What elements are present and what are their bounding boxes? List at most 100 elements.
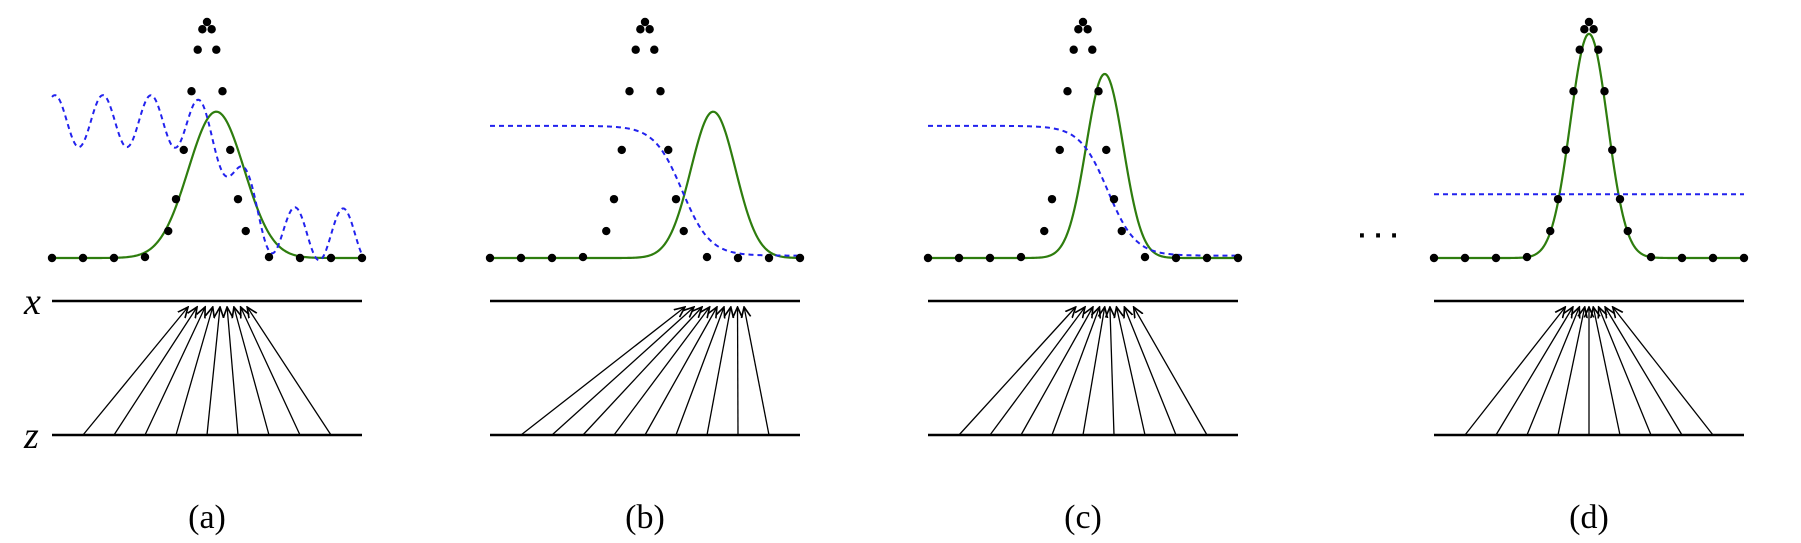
mapping-arrow <box>1134 307 1208 436</box>
data-point <box>656 87 665 96</box>
data-point <box>1078 17 1088 27</box>
data-point <box>625 87 634 96</box>
data-point <box>1569 87 1578 96</box>
data-point <box>241 226 250 236</box>
mapping-arrow <box>113 307 197 436</box>
data-point <box>1202 253 1212 263</box>
data-point <box>164 226 173 236</box>
mapping-arrow <box>1464 307 1565 436</box>
data-point <box>207 25 216 34</box>
generator-density-curve <box>1434 32 1744 260</box>
mapping-arrow <box>1020 307 1093 436</box>
data-point <box>326 253 336 263</box>
mapping-arrow <box>1116 307 1146 436</box>
data-point <box>1584 17 1594 27</box>
panel-a: (a) <box>47 17 367 536</box>
data-point <box>295 253 305 263</box>
mapping-arrow <box>675 307 724 436</box>
mapping-arrow <box>613 307 710 436</box>
data-point <box>233 194 243 204</box>
data-point <box>1460 253 1470 263</box>
data-point <box>140 252 150 262</box>
data-point <box>578 252 588 262</box>
panel-caption-b: (b) <box>625 499 665 536</box>
data-point <box>795 253 805 263</box>
data-point <box>954 253 964 263</box>
mapping-arrow <box>1495 307 1573 436</box>
x-axis-label: x <box>23 281 41 323</box>
mapping-arrow <box>247 307 332 436</box>
mapping-arrow <box>1605 307 1683 436</box>
generator-density-curve <box>928 72 1238 260</box>
data-point <box>1074 25 1083 34</box>
data-point <box>1491 253 1501 263</box>
data-point <box>679 226 688 236</box>
data-point <box>1575 45 1584 54</box>
data-point <box>1646 252 1656 262</box>
discriminator-curve <box>490 124 800 257</box>
data-point <box>985 253 995 263</box>
mapping-arrow <box>989 307 1085 436</box>
panel-d: (d) <box>1429 17 1749 536</box>
mapping-arrow <box>241 307 301 436</box>
panel-caption-d: (d) <box>1569 499 1609 536</box>
mapping-arrow <box>520 307 685 436</box>
data-point <box>1553 194 1563 204</box>
data-point <box>1677 253 1687 263</box>
data-point <box>1117 226 1126 236</box>
data-point <box>645 25 654 34</box>
mapping-arrow <box>958 307 1076 436</box>
mapping-arrow <box>744 307 770 436</box>
data-point <box>1580 25 1589 34</box>
mapping-arrow <box>644 307 717 436</box>
data-point <box>193 45 202 54</box>
mapping-arrow <box>1124 307 1177 436</box>
data-point <box>264 252 274 262</box>
data-point <box>609 194 619 204</box>
data-point <box>1040 226 1049 236</box>
data-point <box>602 226 611 236</box>
data-point <box>357 253 367 263</box>
data-point <box>1522 252 1532 262</box>
data-point <box>1171 253 1181 263</box>
mapping-arrow <box>1557 307 1585 436</box>
data-point <box>187 87 196 96</box>
panel-caption-a: (a) <box>188 499 226 536</box>
data-point <box>640 17 650 27</box>
data-point <box>733 253 743 263</box>
data-point <box>1088 45 1097 54</box>
mapping-arrow <box>1082 307 1105 436</box>
data-point <box>702 252 712 262</box>
data-point <box>1102 145 1111 155</box>
data-point <box>109 253 119 263</box>
data-point <box>1589 25 1598 34</box>
data-point <box>47 253 57 263</box>
data-point <box>1094 87 1103 96</box>
data-point <box>516 253 526 263</box>
data-point <box>923 253 933 263</box>
data-point <box>1708 253 1718 263</box>
generator-density-curve <box>490 110 801 260</box>
data-point <box>1063 87 1072 96</box>
data-point <box>1739 253 1749 263</box>
data-point <box>1233 253 1243 263</box>
data-point <box>1561 145 1570 155</box>
data-point <box>1623 226 1632 236</box>
mapping-arrow <box>1110 307 1114 436</box>
data-point <box>485 253 495 263</box>
data-point <box>1615 194 1625 204</box>
data-point <box>1109 194 1119 204</box>
mapping-arrow <box>1613 307 1714 436</box>
data-point <box>78 253 88 263</box>
data-point <box>1594 45 1603 54</box>
data-point <box>1083 25 1092 34</box>
discriminator-curve <box>51 94 363 262</box>
data-point <box>1069 45 1078 54</box>
data-point <box>1047 194 1057 204</box>
data-point <box>1055 145 1064 155</box>
data-point <box>631 45 640 54</box>
mapping-arrow <box>1051 307 1099 436</box>
data-point <box>1600 87 1609 96</box>
data-point <box>202 17 212 27</box>
data-point <box>617 145 626 155</box>
